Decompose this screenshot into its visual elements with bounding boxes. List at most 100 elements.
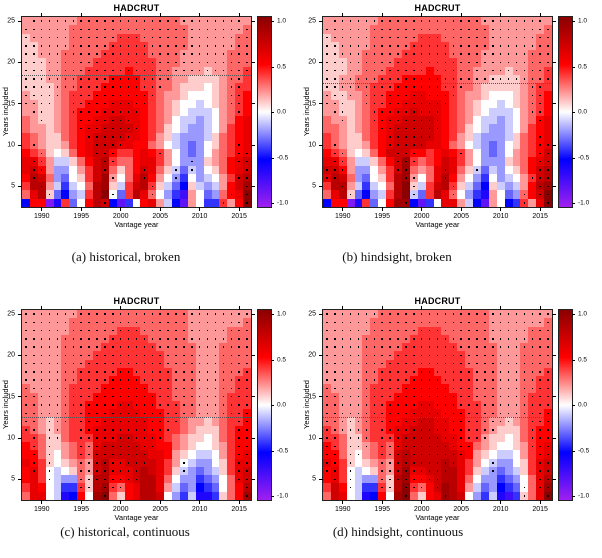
heatmap-cell xyxy=(496,41,505,51)
heatmap-cell xyxy=(235,116,244,125)
heatmap-cell xyxy=(45,343,54,352)
heatmap-cell xyxy=(512,326,521,335)
heatmap-cell xyxy=(378,334,387,344)
heatmap-cell xyxy=(29,384,38,393)
heatmap-cell xyxy=(488,17,497,26)
heatmap-cell xyxy=(370,33,379,42)
heatmap-cell xyxy=(172,475,180,484)
heatmap-cell xyxy=(29,124,38,133)
heatmap-cell xyxy=(488,116,497,125)
heatmap-cell xyxy=(473,33,481,42)
y-axis-tick xyxy=(319,61,323,63)
heatmap-cell xyxy=(77,41,86,51)
heatmap-cell xyxy=(520,359,529,368)
heatmap-cell xyxy=(37,483,46,492)
heatmap-cell xyxy=(394,74,402,84)
heatmap-cell xyxy=(140,359,149,368)
heatmap-cell xyxy=(164,17,173,26)
heatmap-cell xyxy=(417,91,426,100)
heatmap-cell xyxy=(219,33,228,42)
heatmap-cell xyxy=(243,198,251,207)
heatmap-cell xyxy=(323,17,331,26)
heatmap-cell xyxy=(401,66,410,75)
heatmap-cell xyxy=(172,74,180,84)
heatmap-cell xyxy=(425,182,434,191)
heatmap-cell xyxy=(330,318,339,327)
heatmap-cell xyxy=(29,198,38,207)
heatmap-cell xyxy=(77,425,86,434)
heatmap-cell xyxy=(243,384,251,393)
heatmap-cell xyxy=(243,491,251,500)
heatmap-cell xyxy=(156,318,165,327)
heatmap-cell xyxy=(93,351,101,360)
heatmap-cell xyxy=(116,400,125,410)
heatmap-cell xyxy=(187,124,196,133)
heatmap-cell xyxy=(496,400,505,410)
heatmap-cell xyxy=(330,132,339,141)
heatmap-cell xyxy=(394,198,402,207)
heatmap-cell xyxy=(227,359,236,368)
heatmap-cell xyxy=(45,173,54,183)
x-axis-tick xyxy=(539,207,541,211)
heatmap-cell xyxy=(346,326,355,335)
heatmap-cell xyxy=(61,157,70,166)
heatmap-cell xyxy=(227,132,236,141)
heatmap-cell xyxy=(401,50,410,59)
heatmap-cell xyxy=(108,41,117,51)
heatmap-cell xyxy=(504,198,513,207)
heatmap-cell xyxy=(465,392,474,401)
heatmap-cell xyxy=(29,376,38,385)
heatmap-cell xyxy=(520,132,529,141)
heatmap-cell xyxy=(425,157,434,166)
heatmap-cell xyxy=(22,41,30,51)
heatmap-cell xyxy=(156,343,165,352)
heatmap-cell xyxy=(164,66,173,75)
heatmap-cell xyxy=(195,91,204,100)
heatmap-cell xyxy=(496,384,505,393)
heatmap-cell xyxy=(100,433,109,443)
heatmap-cell xyxy=(227,66,236,75)
heatmap-cell xyxy=(465,326,474,335)
heatmap-cell xyxy=(386,409,395,418)
heatmap-cell xyxy=(172,318,180,327)
heatmap-cell xyxy=(203,483,212,492)
colorbar-tick xyxy=(572,112,575,113)
heatmap-cell xyxy=(77,107,86,117)
heatmap-cell xyxy=(235,400,244,410)
heatmap-cell xyxy=(409,116,418,125)
heatmap-cell xyxy=(37,157,46,166)
heatmap-cell xyxy=(394,41,402,51)
heatmap-cell xyxy=(148,140,157,150)
heatmap-cell xyxy=(243,326,251,335)
heatmap-cell xyxy=(187,116,196,125)
heatmap-cell xyxy=(61,165,70,174)
heatmap-cell xyxy=(346,409,355,418)
heatmap-cell xyxy=(108,74,117,84)
heatmap-cell xyxy=(187,310,196,319)
heatmap-cell xyxy=(354,25,363,34)
heatmap-cell xyxy=(132,116,141,125)
heatmap-cell xyxy=(148,475,157,484)
heatmap-cell xyxy=(100,409,109,418)
heatmap-cell xyxy=(473,66,481,75)
heatmap-cell xyxy=(473,50,481,59)
heatmap-cell xyxy=(243,124,251,133)
heatmap-cell xyxy=(116,33,125,42)
heatmap-cell xyxy=(465,149,474,158)
heatmap-cell xyxy=(536,173,545,183)
heatmap-cell xyxy=(409,50,418,59)
heatmap-cell xyxy=(69,318,78,327)
heatmap-cell xyxy=(441,359,450,368)
heatmap-cell xyxy=(227,318,236,327)
heatmap-cell xyxy=(219,450,228,459)
heatmap-cell xyxy=(338,466,347,476)
heatmap-cell xyxy=(528,74,537,84)
heatmap-cell xyxy=(457,310,466,319)
heatmap-cell xyxy=(433,318,442,327)
heatmap-cell xyxy=(61,442,70,451)
heatmap-cell xyxy=(338,318,347,327)
heatmap-cell xyxy=(496,433,505,443)
heatmap-cell xyxy=(243,25,251,34)
heatmap-cell xyxy=(378,157,387,166)
heatmap-cell xyxy=(401,367,410,377)
